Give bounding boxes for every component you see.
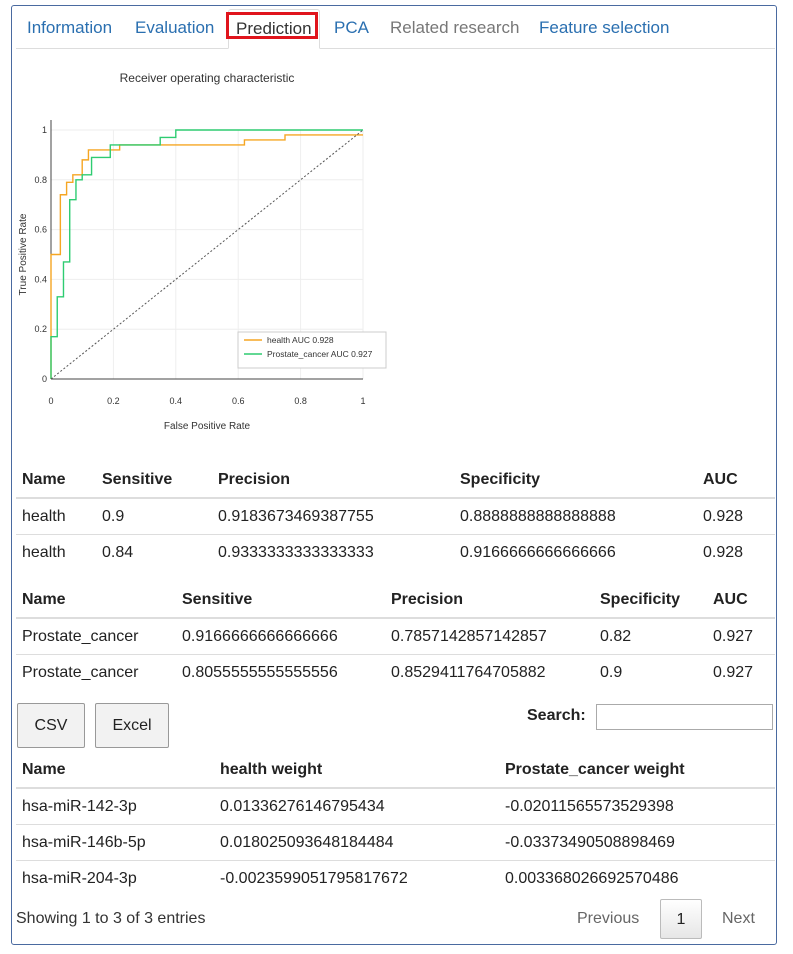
x-tick-label: 1 (360, 396, 365, 406)
y-tick-label: 0.2 (34, 324, 47, 334)
y-tick-label: 1 (42, 125, 47, 135)
content-panel (11, 5, 777, 945)
tab-pca[interactable]: PCA (334, 18, 369, 37)
table-cell: 0.8055555555555556 (176, 654, 385, 690)
table-cell: 0.9166666666666666 (454, 534, 697, 570)
excel-button[interactable]: Excel (95, 703, 169, 748)
roc-chart: Receiver operating characteristic 0 0.2 0.4… (12, 60, 392, 445)
prostate-cancer-metrics-table: Name Sensitive Precision Specificity AUC… (16, 582, 775, 690)
previous-page-button[interactable]: Previous (577, 910, 640, 927)
series-line-0 (50, 134, 363, 379)
column-header-name[interactable]: Name (16, 582, 176, 619)
table-cell: 0.8529411764705882 (385, 654, 594, 690)
tab-evaluation[interactable]: Evaluation (135, 18, 215, 37)
x-tick-label: 0.4 (170, 396, 183, 406)
tab-related-research[interactable]: Related research (390, 18, 520, 37)
legend-label: Prostate_cancer AUC 0.927 (267, 349, 373, 359)
table-row: Prostate_cancer 0.8055555555555556 0.852… (16, 654, 775, 690)
x-tick-label: 0.8 (294, 396, 307, 406)
column-header-specificity[interactable]: Specificity (594, 582, 707, 619)
table-cell: 0.82 (594, 617, 707, 655)
tab-feature-selection[interactable]: Feature selection (539, 18, 670, 37)
table-cell: 0.928 (697, 497, 775, 535)
tab-information[interactable]: Information (27, 18, 113, 37)
table-cell: hsa-miR-204-3p (16, 860, 214, 896)
reference-diagonal (50, 129, 364, 380)
x-axis-label: False Positive Rate (164, 421, 251, 432)
column-header-specificity[interactable]: Specificity (454, 462, 697, 499)
table-cell: -0.02011565573529398 (499, 787, 775, 825)
legend-label: health AUC 0.928 (267, 335, 334, 345)
tab-prediction[interactable]: Prediction (228, 9, 320, 49)
x-tick-label: 0.2 (107, 396, 120, 406)
y-axis-label: True Positive Rate (18, 213, 29, 295)
y-tick-label: 0.6 (34, 225, 47, 235)
table-cell: 0.01336276146795434 (214, 787, 499, 825)
column-header-precision[interactable]: Precision (385, 582, 594, 619)
table-row: health 0.9 0.9183673469387755 0.88888888… (16, 497, 775, 535)
table-cell: hsa-miR-142-3p (16, 787, 214, 825)
table-row: hsa-miR-204-3p -0.0023599051795817672 0.… (16, 860, 775, 896)
table-cell: Prostate_cancer (16, 617, 176, 655)
x-tick-label: 0 (48, 396, 53, 406)
x-tick-label: 0.6 (232, 396, 245, 406)
table-cell: health (16, 534, 96, 570)
y-tick-label: 0.8 (34, 175, 47, 185)
table-cell: health (16, 497, 96, 535)
next-page-button[interactable]: Next (722, 910, 755, 927)
table-cell: 0.928 (697, 534, 775, 570)
health-metrics-table: Name Sensitive Precision Specificity AUC… (16, 462, 775, 570)
table-cell: 0.9166666666666666 (176, 617, 385, 655)
table-row: hsa-miR-146b-5p 0.018025093648184484 -0.… (16, 824, 775, 861)
roc-chart-svg: Receiver operating characteristic 0 0.2 0.4… (18, 71, 387, 432)
table-cell: Prostate_cancer (16, 654, 176, 690)
column-header-auc[interactable]: AUC (707, 582, 775, 619)
column-header-auc[interactable]: AUC (697, 462, 775, 499)
search-label: Search: (527, 707, 586, 724)
table-row: health 0.84 0.9333333333333333 0.9166666… (16, 534, 775, 570)
table-info: Showing 1 to 3 of 3 entries (16, 910, 206, 927)
table-cell: 0.9 (96, 497, 212, 535)
table-cell: 0.7857142857142857 (385, 617, 594, 655)
table-cell: 0.018025093648184484 (214, 824, 499, 861)
column-header-sensitive[interactable]: Sensitive (176, 582, 385, 619)
table-cell: 0.9183673469387755 (212, 497, 454, 535)
table-cell: hsa-miR-146b-5p (16, 824, 214, 861)
page-1-button[interactable]: 1 (660, 899, 702, 939)
table-cell: 0.927 (707, 617, 775, 655)
table-cell: 0.9333333333333333 (212, 534, 454, 570)
column-header-sensitive[interactable]: Sensitive (96, 462, 212, 499)
table-row: Prostate_cancer 0.9166666666666666 0.785… (16, 617, 775, 655)
table-cell: 0.003368026692570486 (499, 860, 775, 896)
column-header-name[interactable]: Name (16, 752, 214, 789)
feature-weights-table: Name health weight Prostate_cancer weigh… (16, 752, 775, 896)
table-cell: 0.9 (594, 654, 707, 690)
table-cell: 0.84 (96, 534, 212, 570)
column-header-cancer-weight[interactable]: Prostate_cancer weight (499, 752, 775, 789)
chart-legend (237, 331, 387, 369)
y-tick-label: 0 (42, 374, 47, 384)
table-row: hsa-miR-142-3p 0.01336276146795434 -0.02… (16, 787, 775, 825)
table-cell: -0.03373490508898469 (499, 824, 775, 861)
column-header-precision[interactable]: Precision (212, 462, 454, 499)
table-cell: 0.8888888888888888 (454, 497, 697, 535)
column-header-name[interactable]: Name (16, 462, 96, 499)
search-input[interactable] (596, 704, 773, 730)
column-header-health-weight[interactable]: health weight (214, 752, 499, 789)
y-tick-label: 0.4 (34, 274, 47, 284)
chart-title: Receiver operating characteristic (120, 71, 295, 85)
tab-bar: Information Evaluation Prediction PCA Re… (16, 9, 775, 49)
table-cell: -0.0023599051795817672 (214, 860, 499, 896)
csv-button[interactable]: CSV (17, 703, 85, 748)
table-cell: 0.927 (707, 654, 775, 690)
series-line-1 (50, 129, 363, 379)
